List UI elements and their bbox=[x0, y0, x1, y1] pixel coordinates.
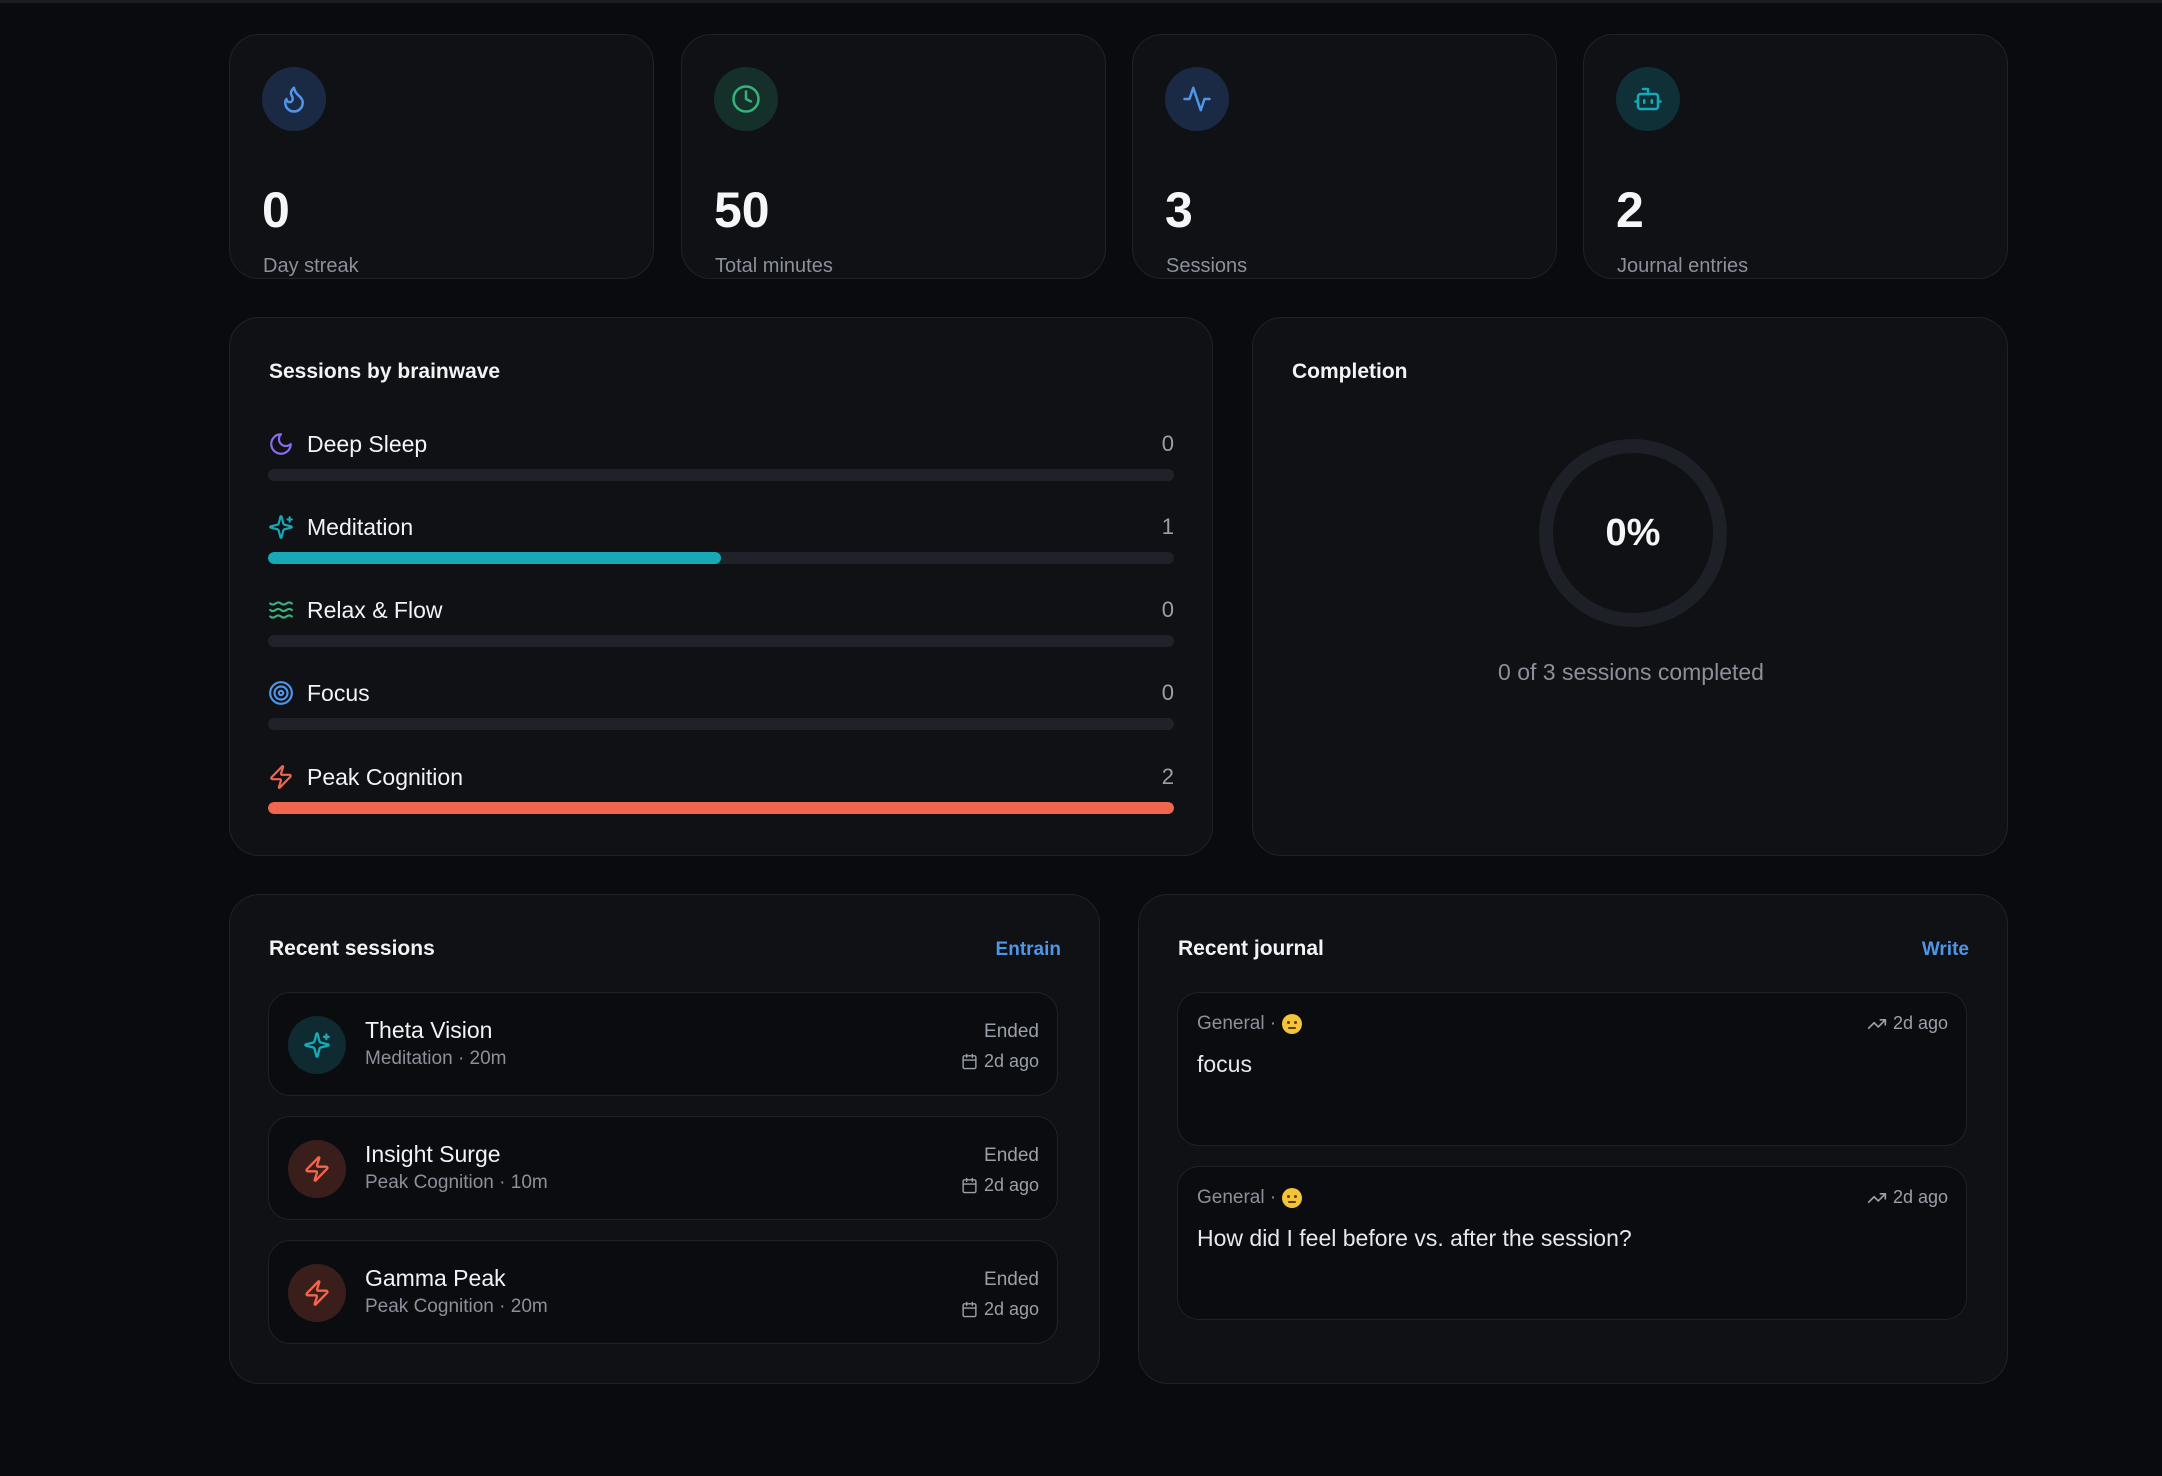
stat-label: Total minutes bbox=[715, 255, 833, 277]
card-title: Recent sessions bbox=[269, 937, 435, 960]
stat-value: 2 bbox=[1616, 182, 1644, 238]
journal-date: 2d ago bbox=[1867, 1187, 1948, 1208]
trending-up-icon bbox=[1867, 1018, 1887, 1029]
session-date: 2d ago bbox=[961, 1051, 1039, 1072]
session-status: Ended bbox=[984, 1021, 1039, 1042]
neutral-face-icon bbox=[1282, 1188, 1303, 1208]
journal-category: General · bbox=[1197, 1187, 1303, 1209]
session-date: 2d ago bbox=[961, 1175, 1039, 1196]
session-name: Theta Vision bbox=[365, 1017, 493, 1043]
journal-date-text: 2d ago bbox=[1892, 1013, 1948, 1033]
stat-label: Sessions bbox=[1166, 255, 1248, 277]
stat-value: 0 bbox=[262, 182, 290, 238]
brainwave-name: Focus bbox=[307, 680, 370, 706]
stat-label: Journal entries bbox=[1617, 255, 1749, 277]
brainwave-card: Sessions by brainwave Deep Sleep 0 Medit… bbox=[229, 317, 1213, 856]
session-name: Insight Surge bbox=[365, 1141, 501, 1167]
brainwave-name: Peak Cognition bbox=[307, 764, 463, 790]
clock-icon bbox=[714, 67, 778, 131]
brainwave-bar-fill bbox=[268, 552, 721, 564]
brainwave-count: 0 bbox=[1161, 680, 1174, 705]
target-icon bbox=[268, 680, 294, 706]
journal-date: 2d ago bbox=[1867, 1013, 1948, 1034]
session-status: Ended bbox=[984, 1269, 1039, 1290]
completion-subtitle: 0 of 3 sessions completed bbox=[1498, 659, 1764, 685]
stat-card-journal-entries: 2 Journal entries bbox=[1583, 34, 2008, 279]
flame-icon bbox=[262, 67, 326, 131]
session-date-text: 2d ago bbox=[983, 1051, 1039, 1071]
session-name: Gamma Peak bbox=[365, 1265, 506, 1291]
session-date: 2d ago bbox=[961, 1299, 1039, 1320]
stat-card-sessions: 3 Sessions bbox=[1132, 34, 1557, 279]
brainwave-row-peak-cognition: Peak Cognition 2 bbox=[268, 764, 1174, 834]
brainwave-bar-fill bbox=[268, 802, 1174, 814]
brainwave-count: 0 bbox=[1161, 597, 1174, 622]
top-divider bbox=[0, 0, 2162, 3]
moon-icon bbox=[268, 431, 294, 457]
activity-icon bbox=[1165, 67, 1229, 131]
brainwave-bar-track bbox=[268, 802, 1174, 814]
card-title: Completion bbox=[1292, 360, 1408, 383]
brainwave-count: 2 bbox=[1161, 764, 1174, 789]
brainwave-row-focus: Focus 0 bbox=[268, 680, 1174, 750]
recent-journal-card: Recent journal Write General · 2d ago fo… bbox=[1138, 894, 2008, 1384]
brainwave-name: Deep Sleep bbox=[307, 431, 428, 457]
session-meta: Meditation · 20m bbox=[365, 1048, 507, 1069]
stat-label: Day streak bbox=[263, 255, 359, 277]
journal-date-text: 2d ago bbox=[1892, 1187, 1948, 1207]
session-date-text: 2d ago bbox=[983, 1175, 1039, 1195]
session-status: Ended bbox=[984, 1145, 1039, 1166]
recent-sessions-card: Recent sessions Entrain Theta Vision Med… bbox=[229, 894, 1100, 1384]
stat-card-total-minutes: 50 Total minutes bbox=[681, 34, 1106, 279]
brainwave-bar-track bbox=[268, 635, 1174, 647]
calendar-icon bbox=[962, 1053, 977, 1070]
session-item[interactable]: Gamma Peak Peak Cognition · 20m Ended 2d… bbox=[268, 1240, 1058, 1344]
zap-icon bbox=[288, 1140, 346, 1198]
stat-value: 3 bbox=[1165, 182, 1193, 238]
journal-text: How did I feel before vs. after the sess… bbox=[1197, 1225, 1632, 1251]
sparkles-icon bbox=[288, 1016, 346, 1074]
completion-card: Completion 0% 0 of 3 sessions completed bbox=[1252, 317, 2008, 856]
journal-category: General · bbox=[1197, 1013, 1303, 1035]
brainwave-row-deep-sleep: Deep Sleep 0 bbox=[268, 431, 1174, 501]
brainwave-bar-track bbox=[268, 718, 1174, 730]
brainwave-name: Relax & Flow bbox=[307, 597, 443, 623]
card-title: Recent journal bbox=[1178, 937, 1324, 960]
completion-percent: 0% bbox=[1605, 511, 1661, 554]
journal-text: focus bbox=[1197, 1051, 1252, 1077]
waves-icon bbox=[268, 597, 294, 623]
brainwave-row-meditation: Meditation 1 bbox=[268, 514, 1174, 584]
neutral-face-icon bbox=[1282, 1014, 1303, 1034]
brainwave-name: Meditation bbox=[307, 514, 414, 540]
stat-card-day-streak: 0 Day streak bbox=[229, 34, 654, 279]
calendar-icon bbox=[962, 1177, 977, 1194]
stat-value: 50 bbox=[714, 182, 770, 238]
brainwave-bar-track bbox=[268, 552, 1174, 564]
bot-icon bbox=[1616, 67, 1680, 131]
write-link[interactable]: Write bbox=[1921, 939, 1969, 960]
completion-ring bbox=[1539, 439, 1727, 627]
card-title: Sessions by brainwave bbox=[269, 360, 501, 383]
session-item[interactable]: Theta Vision Meditation · 20m Ended 2d a… bbox=[268, 992, 1058, 1096]
session-item[interactable]: Insight Surge Peak Cognition · 10m Ended… bbox=[268, 1116, 1058, 1220]
entrain-link[interactable]: Entrain bbox=[995, 939, 1061, 960]
journal-item[interactable]: General · 2d ago How did I feel before v… bbox=[1177, 1166, 1967, 1320]
brainwave-count: 1 bbox=[1161, 514, 1174, 539]
journal-item[interactable]: General · 2d ago focus bbox=[1177, 992, 1967, 1146]
session-date-text: 2d ago bbox=[983, 1299, 1039, 1319]
journal-category-text: General · bbox=[1197, 1013, 1277, 1034]
sparkles-icon bbox=[268, 514, 294, 540]
journal-category-text: General · bbox=[1197, 1187, 1277, 1208]
brainwave-bar-track bbox=[268, 469, 1174, 481]
calendar-icon bbox=[962, 1301, 977, 1318]
brainwave-count: 0 bbox=[1161, 431, 1174, 456]
session-meta: Peak Cognition · 10m bbox=[365, 1172, 548, 1193]
zap-icon bbox=[288, 1264, 346, 1322]
brainwave-row-relax-flow: Relax & Flow 0 bbox=[268, 597, 1174, 667]
trending-up-icon bbox=[1867, 1192, 1887, 1203]
session-meta: Peak Cognition · 20m bbox=[365, 1296, 548, 1317]
zap-icon bbox=[268, 764, 294, 790]
